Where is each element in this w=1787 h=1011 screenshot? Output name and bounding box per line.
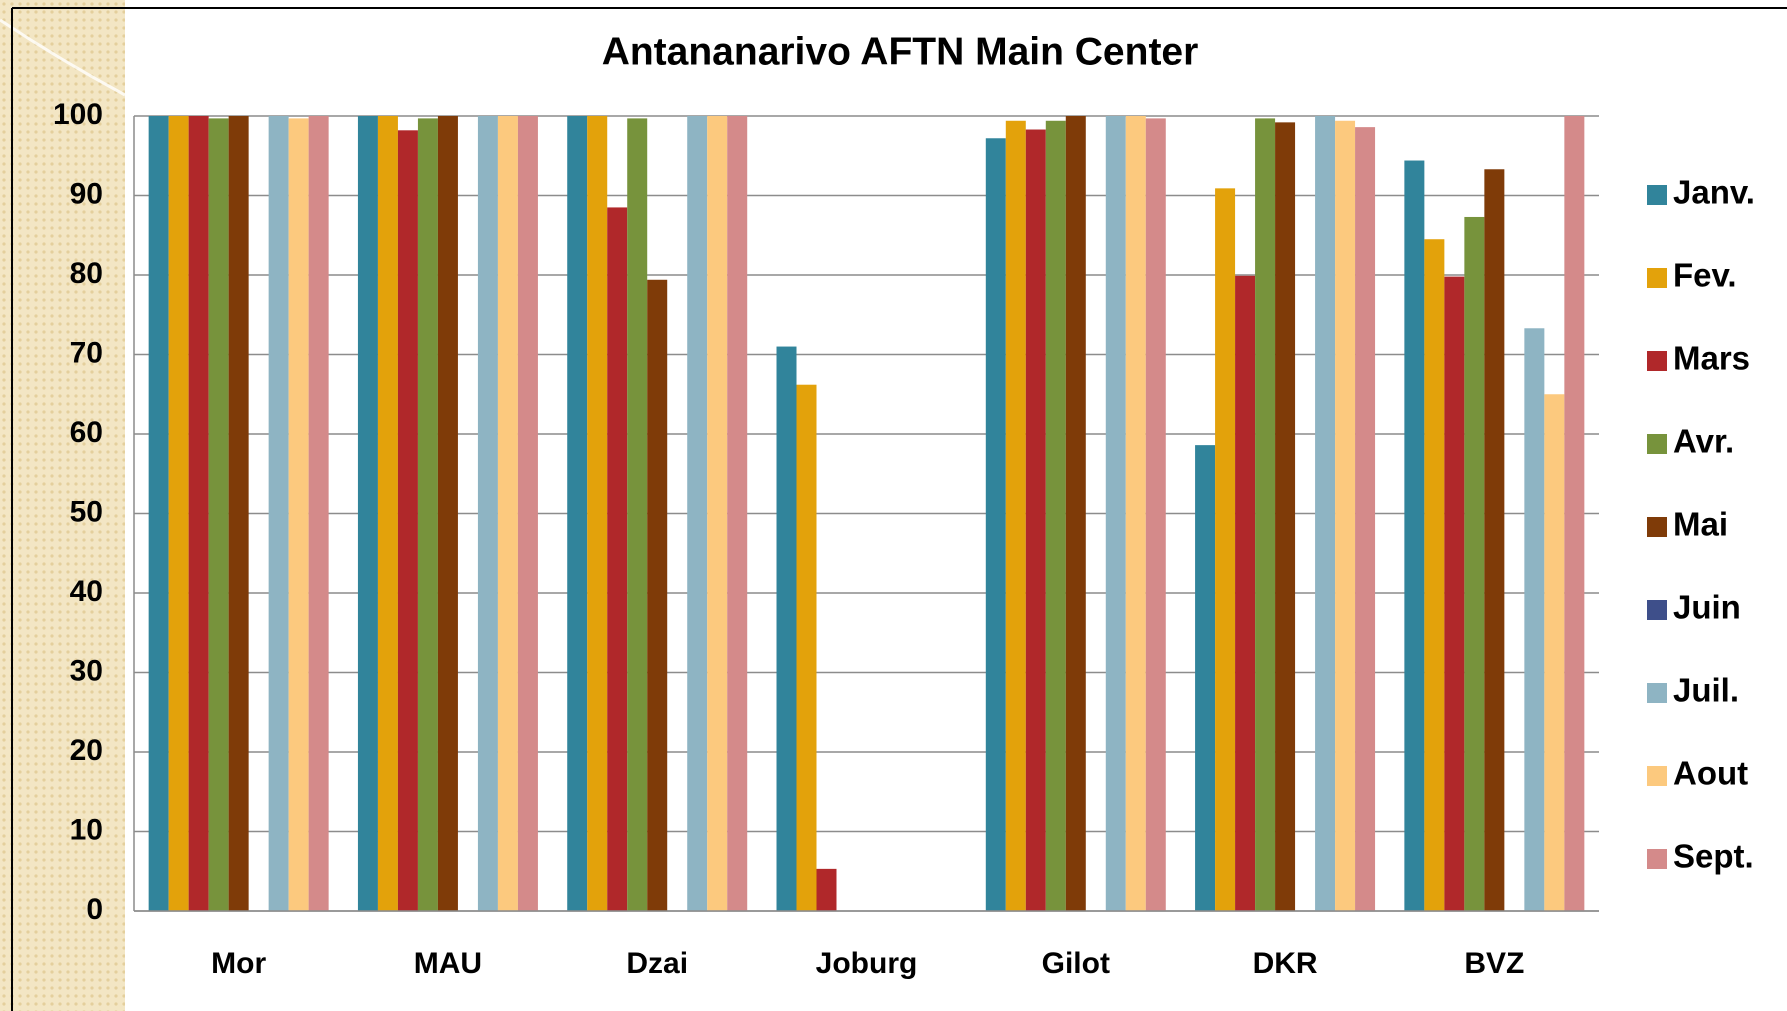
- side-panel: [0, 0, 125, 1011]
- bar: [208, 118, 229, 911]
- legend-swatch: [1647, 434, 1667, 454]
- bar: [1335, 120, 1356, 911]
- y-tick-label: 90: [70, 177, 103, 210]
- x-tick-label: MAU: [414, 947, 482, 980]
- bar: [1464, 216, 1485, 912]
- bar: [357, 116, 378, 911]
- legend-label: Fev.: [1673, 257, 1737, 294]
- bar: [1235, 275, 1256, 911]
- bar: [168, 116, 189, 911]
- x-tick-label: Gilot: [1042, 947, 1110, 980]
- bar: [1215, 188, 1236, 912]
- bar: [1315, 116, 1336, 911]
- legend-swatch: [1647, 600, 1667, 620]
- bar: [776, 346, 797, 911]
- bar: [308, 116, 329, 911]
- x-tick-label: Mor: [211, 947, 266, 980]
- bar: [1404, 160, 1425, 911]
- y-tick-label: 50: [70, 495, 103, 528]
- bar: [687, 116, 708, 911]
- legend-swatch: [1647, 351, 1667, 371]
- y-tick-label: 20: [70, 734, 103, 767]
- bar: [816, 868, 837, 911]
- legend-label: Janv.: [1673, 174, 1755, 211]
- bar: [647, 279, 668, 911]
- legend-swatch: [1647, 766, 1667, 786]
- bar: [1524, 328, 1545, 911]
- decor-arc: [0, 18, 126, 97]
- bar: [1544, 394, 1565, 911]
- bar: [985, 138, 1006, 911]
- legend-label: Sept.: [1673, 838, 1754, 875]
- y-tick-label: 10: [70, 813, 103, 846]
- bar: [377, 116, 398, 911]
- y-tick-label: 0: [86, 893, 103, 926]
- legend-swatch: [1647, 185, 1667, 205]
- bar: [148, 116, 169, 911]
- bar: [1195, 445, 1216, 911]
- bar: [1255, 118, 1276, 911]
- y-tick-label: 70: [70, 336, 103, 369]
- legend-swatch: [1647, 517, 1667, 537]
- bar: [1065, 116, 1086, 911]
- bar: [707, 116, 728, 911]
- bar: [567, 116, 588, 911]
- bar: [1355, 127, 1376, 911]
- bar: [1484, 169, 1505, 911]
- bar: [627, 118, 648, 911]
- bar: [607, 207, 628, 912]
- legend-swatch: [1647, 268, 1667, 288]
- x-tick-label: Joburg: [816, 947, 918, 980]
- bar: [268, 116, 289, 911]
- bar: [1145, 118, 1166, 911]
- bar: [397, 130, 418, 911]
- bar: [288, 118, 309, 911]
- bar: [587, 116, 608, 911]
- bar: [517, 116, 538, 911]
- bar: [1025, 129, 1046, 911]
- legend-swatch: [1647, 849, 1667, 869]
- x-tick-label: DKR: [1253, 947, 1318, 980]
- bar: [796, 384, 817, 912]
- bar: [1275, 122, 1296, 912]
- y-tick-label: 60: [70, 416, 103, 449]
- bar: [1045, 120, 1066, 911]
- x-tick-label: Dzai: [626, 947, 688, 980]
- bar: [437, 116, 458, 911]
- bar: [477, 116, 498, 911]
- bar: [727, 116, 748, 911]
- legend-label: Mars: [1673, 340, 1750, 377]
- bar: [1424, 239, 1445, 912]
- legend-label: Juil.: [1673, 672, 1739, 709]
- bar: [1125, 116, 1146, 911]
- y-tick-label: 100: [53, 98, 103, 131]
- bar: [1564, 116, 1585, 911]
- bar: [1005, 120, 1026, 911]
- legend-label: Mai: [1673, 506, 1728, 543]
- y-tick-label: 40: [70, 575, 103, 608]
- legend-label: Aout: [1673, 755, 1748, 792]
- bar: [497, 116, 518, 911]
- x-tick-label: BVZ: [1464, 947, 1524, 980]
- bar: [188, 116, 209, 911]
- bar: [1444, 276, 1465, 912]
- bar: [228, 116, 249, 911]
- bar: [417, 118, 438, 911]
- y-tick-label: 80: [70, 257, 103, 290]
- bar: [1105, 116, 1126, 911]
- y-tick-label: 30: [70, 654, 103, 687]
- legend-label: Avr.: [1673, 423, 1734, 460]
- legend-swatch: [1647, 683, 1667, 703]
- chart-title: Antananarivo AFTN Main Center: [602, 30, 1199, 73]
- legend-label: Juin: [1673, 589, 1741, 626]
